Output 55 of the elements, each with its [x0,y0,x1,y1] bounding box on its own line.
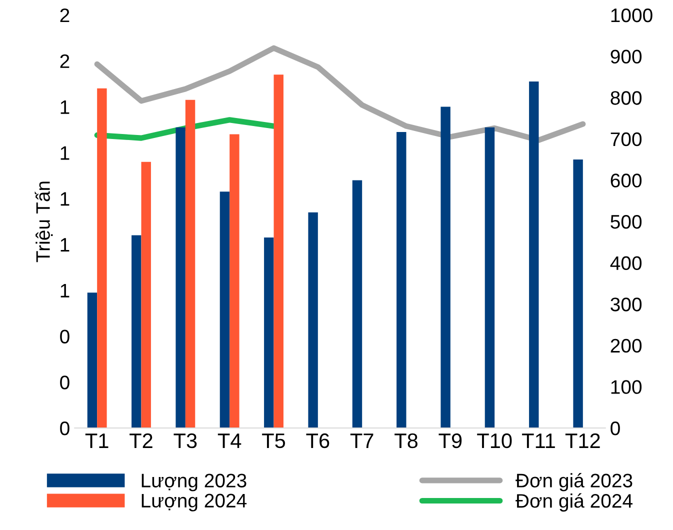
y-axis-title: Triệu Tấn [34,182,53,262]
bar [352,180,362,428]
x-tick-label: T4 [218,434,242,448]
x-tick-label: T5 [262,434,286,448]
y2-tick-label: 600 [610,174,642,188]
y-tick-label: 0 [60,376,70,390]
legend-label: Đơn giá 2024 [516,493,633,512]
y-tick-label: 1 [60,146,70,160]
bar [230,134,240,428]
legend-label: Lượng 2024 [142,494,247,512]
x-tick-label: T9 [438,433,462,448]
bar [573,160,583,428]
x-tick-label: T3 [174,433,197,448]
y-tick-label: 0 [60,421,70,436]
bar [176,127,186,428]
y-tick-label: 2 [60,54,70,68]
y-tick-label: 0 [60,330,70,344]
bar [308,212,318,428]
x-tick-label: T2 [130,433,152,448]
y-tick-label: 1 [60,238,70,252]
bar [529,82,539,428]
y2-tick-label: 700 [610,132,642,146]
bar [185,100,196,428]
y2-tick-label: 300 [610,298,642,312]
bar [440,106,450,428]
bar [87,292,98,428]
y2-tick-label: 100 [611,380,642,394]
x-tick-label: T7 [350,434,374,448]
y2-tick-label: 400 [610,256,642,270]
y-tick-label: 1 [60,100,70,114]
bar [141,162,151,428]
bar [97,88,107,428]
bar [264,238,274,428]
y2-tick-label: 800 [610,91,642,105]
bar [274,74,284,428]
bar [132,235,142,428]
x-tick-label: T1 [85,434,108,448]
y2-tick-label: 500 [610,214,642,229]
bar [220,192,230,428]
bar [396,132,406,428]
bar [484,127,495,428]
x-tick-label: T6 [306,433,330,448]
x-tick-label: T12 [565,433,600,448]
x-tick-label: T11 [522,434,555,448]
y-tick-label: 2 [60,8,70,22]
legend-label: Đơn giá 2023 [516,472,632,492]
y-tick-label: 1 [60,284,70,298]
y2-tick-label: 1000 [611,8,652,22]
x-tick-label: T8 [394,433,418,448]
y2-tick-label: 200 [610,338,642,353]
y2-tick-label: 900 [610,50,642,64]
legend-label: Lượng 2023 [142,474,246,492]
x-tick-label: T10 [477,433,512,448]
y-tick-label: 1 [60,192,70,206]
y2-tick-label: 0 [610,421,620,436]
